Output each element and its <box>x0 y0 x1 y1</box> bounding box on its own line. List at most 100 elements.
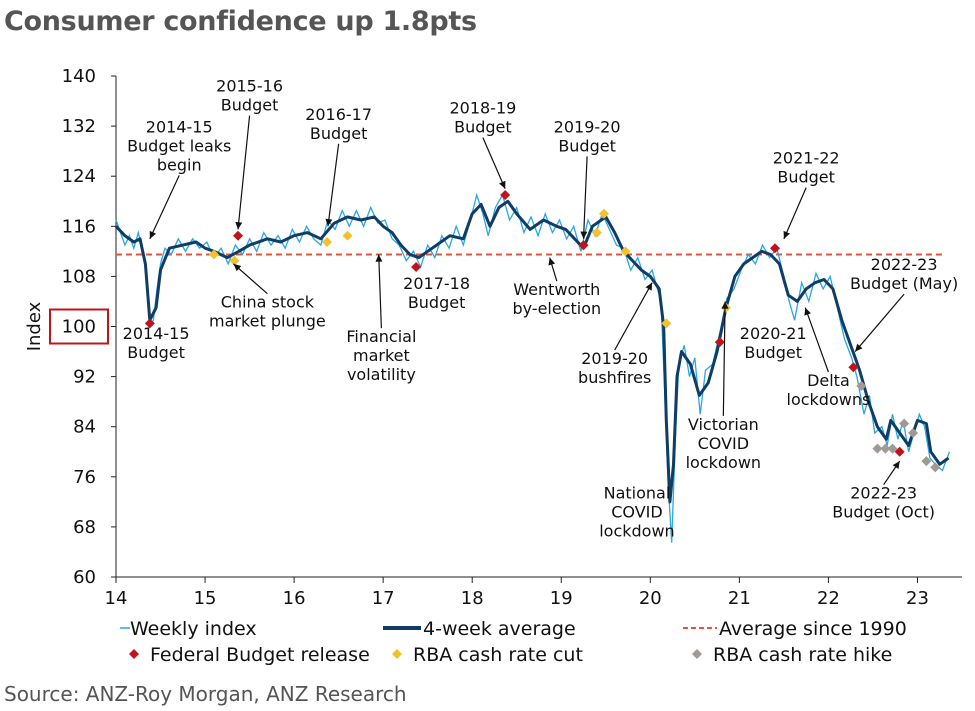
budget-marker <box>894 446 905 457</box>
y-tick-label: 140 <box>62 66 96 87</box>
rba-hike-marker <box>908 427 919 438</box>
x-tick-label: 20 <box>639 588 662 609</box>
budget-marker <box>769 243 780 254</box>
y-tick-label: 76 <box>73 467 96 488</box>
annotation-text: 2019-20 <box>581 349 648 368</box>
x-tick-label: 23 <box>906 588 929 609</box>
arrow-head <box>233 263 242 272</box>
rba-cut-marker <box>591 227 602 238</box>
annotation-arrow <box>582 156 588 239</box>
x-tick-label: 18 <box>461 588 484 609</box>
annotation-arrow <box>149 175 180 240</box>
y-axis-label: Index <box>24 301 45 351</box>
x-tick-label: 16 <box>283 588 306 609</box>
annotation-text: National <box>604 484 671 503</box>
annotation-text: Budget <box>408 293 466 312</box>
arrow-head <box>645 282 653 291</box>
legend-item-budget: Federal Budget release <box>129 644 370 666</box>
y-tick-label: 60 <box>73 567 96 588</box>
x-tick-label: 21 <box>728 588 751 609</box>
budget-marker <box>848 362 859 373</box>
arrow-head <box>149 230 157 239</box>
y-tick-label: 84 <box>73 417 96 438</box>
annotation-text: 2015-16 <box>216 77 283 96</box>
arrow-head <box>325 218 333 227</box>
annotation-text: Budget <box>221 96 279 115</box>
annotation-arrow <box>233 263 268 295</box>
chart-title: Consumer confidence up 1.8pts <box>4 6 477 37</box>
legend-label: RBA cash rate cut <box>413 644 583 666</box>
rba-cut-marker <box>599 208 610 219</box>
legend-label: RBA cash rate hike <box>713 644 892 666</box>
annotation-text: market <box>353 346 410 365</box>
legend-swatch <box>692 649 702 659</box>
budget-marker <box>714 337 725 348</box>
annotation-text: Budget (May) <box>850 274 958 293</box>
annotation-text: 2014-15 <box>146 117 213 136</box>
arrow-head <box>721 301 729 309</box>
rba-cut-marker <box>620 246 631 257</box>
annotation-text: 2021-22 <box>773 149 840 168</box>
rba-hike-marker <box>899 418 910 429</box>
annotation-text: lockdown <box>599 522 674 541</box>
four-week-average-line <box>114 199 950 504</box>
x-tick-label: 22 <box>817 588 840 609</box>
arrow-head <box>855 343 863 352</box>
annotation-text: Budget <box>127 343 185 362</box>
rba-cut-marker <box>661 318 672 329</box>
annotation-text: bushfires <box>578 368 651 387</box>
budget-marker <box>411 262 422 273</box>
arrow-head <box>804 307 811 316</box>
annotation-arrow <box>854 293 905 352</box>
annotation-text: 2019-20 <box>554 117 621 136</box>
annotation-text: 2022-23 <box>871 255 938 274</box>
legend-item-avg4: 4-week average <box>383 618 576 640</box>
annotation-text: market plunge <box>209 312 326 331</box>
rba-cut-marker <box>342 230 353 241</box>
annotation-text: lockdown <box>686 453 761 472</box>
annotation-text: Wentworth <box>513 280 600 299</box>
rba-cut-marker <box>229 255 240 266</box>
budget-marker <box>233 230 244 241</box>
legend: Weekly index 4-week average Average since … <box>120 618 907 666</box>
x-tick-label: 15 <box>194 588 217 609</box>
annotation-text: COVID <box>611 503 662 522</box>
annotation-arrow <box>614 282 653 351</box>
rba-cut-marker <box>322 236 333 247</box>
legend-label: Federal Budget release <box>150 644 370 666</box>
axes: 140 132 124 116 108 100 92 84 76 68 60 Index 14 15 16 1… <box>24 66 962 609</box>
legend-swatch <box>129 649 139 659</box>
arrow-head <box>499 180 506 189</box>
x-tick-label: 17 <box>372 588 395 609</box>
annotation-text: Budget leaks <box>127 136 231 155</box>
annotation-arrow <box>482 137 506 189</box>
annotation-arrow <box>327 143 340 227</box>
series-lines <box>114 192 951 543</box>
budget-marker <box>578 240 589 251</box>
annotation-text: 2017-18 <box>403 274 470 293</box>
budget-marker <box>500 189 511 200</box>
annotation-text: Victorian <box>688 415 759 434</box>
x-tick-label: 19 <box>550 588 573 609</box>
annotation-text: Delta <box>807 371 850 390</box>
event-markers <box>144 189 941 473</box>
annotation-text: COVID <box>698 434 749 453</box>
y-tick-highlight-box <box>49 308 109 345</box>
arrow-head <box>783 230 790 239</box>
legend-label: 4-week average <box>423 618 576 640</box>
annotation-text: 2014-15 <box>123 324 190 343</box>
arrow-head <box>580 231 588 239</box>
